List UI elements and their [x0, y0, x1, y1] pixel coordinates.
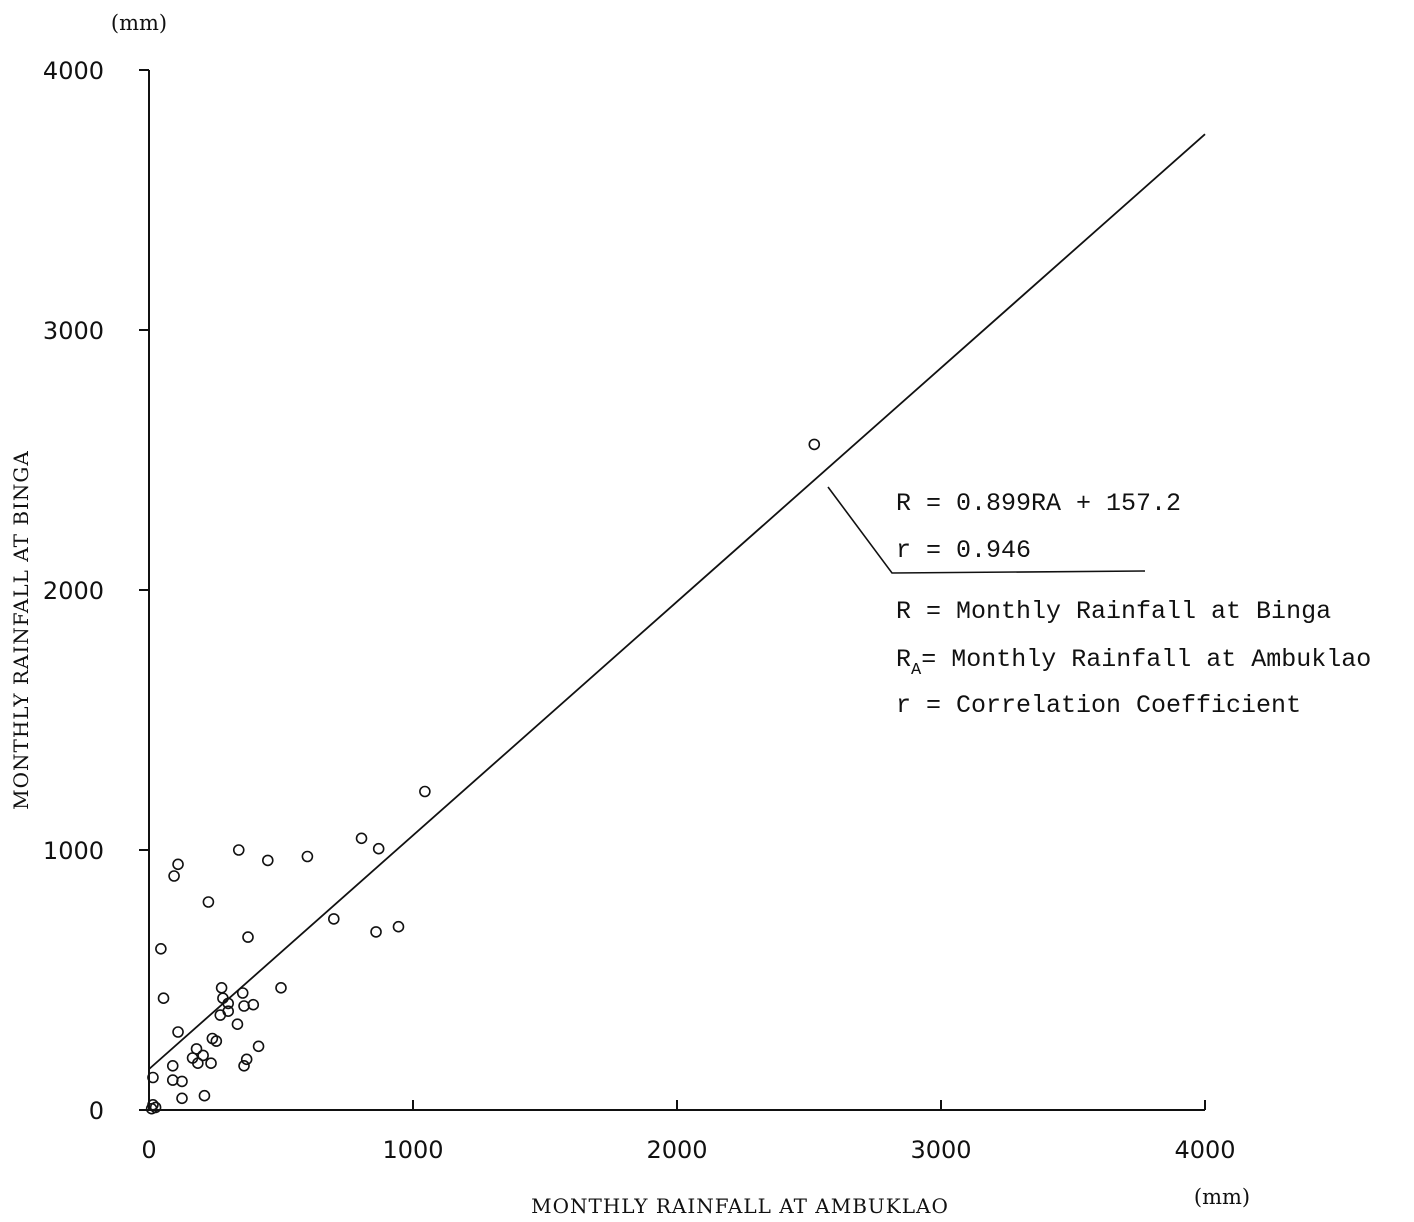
- data-point: [238, 1000, 250, 1012]
- x-tick-label: 1000: [382, 1136, 443, 1164]
- data-point: [168, 870, 180, 882]
- data-point: [166, 1074, 179, 1086]
- data-point: [214, 1009, 227, 1021]
- data-point: [355, 832, 368, 845]
- data-point: [197, 1049, 209, 1062]
- x-unit-label: (mm): [1194, 1185, 1250, 1209]
- y-tick-label: 3000: [43, 317, 104, 345]
- data-point: [252, 1040, 265, 1053]
- data-point: [372, 842, 385, 855]
- y-tick-label: 1000: [43, 837, 104, 865]
- data-point: [247, 998, 260, 1011]
- data-point: [238, 1060, 250, 1072]
- y-axis-title: MONTHLY RAINFALL AT BINGA: [9, 450, 33, 810]
- data-point: [240, 1053, 253, 1066]
- legend-correlation-definition: r = Correlation Coefficient: [896, 691, 1301, 720]
- regression-line: [148, 133, 1206, 1070]
- data-point: [149, 1101, 162, 1114]
- data-point: [236, 987, 249, 999]
- data-point: [147, 1071, 159, 1084]
- data-point: [198, 1089, 211, 1102]
- x-tick-label: 0: [141, 1136, 156, 1164]
- data-point: [392, 920, 405, 933]
- data-point: [172, 858, 184, 871]
- data-point: [172, 1026, 184, 1038]
- x-tick-label: 2000: [646, 1136, 707, 1164]
- x-tick-label: 4000: [1174, 1136, 1235, 1164]
- data-point: [157, 992, 170, 1005]
- plot-marks: 0 1000 2000 3000 4000 0 1000 2000 3000 4000: [43, 57, 1236, 1164]
- legend-ra-subscript: A: [911, 661, 922, 680]
- annotation-leader-line: [827, 486, 1146, 574]
- data-point: [261, 854, 274, 867]
- y-tick-label: 2000: [43, 577, 104, 605]
- x-axis-title: MONTHLY RAINFALL AT AMBUKLAO: [531, 1194, 949, 1218]
- data-point: [176, 1092, 188, 1105]
- data-point: [166, 1060, 179, 1072]
- data-point: [205, 1057, 217, 1069]
- correlation-label: r = 0.946: [896, 536, 1031, 565]
- data-point: [202, 896, 215, 908]
- y-tick-label: 0: [89, 1097, 104, 1125]
- y-tick-label: 4000: [43, 57, 104, 85]
- x-tick-label: 3000: [910, 1136, 971, 1164]
- data-point: [275, 981, 287, 994]
- data-point: [370, 926, 382, 938]
- data-point: [231, 1018, 244, 1030]
- data-point: [192, 1057, 204, 1069]
- legend-r-definition: R = Monthly Rainfall at Binga: [896, 597, 1331, 626]
- data-point: [327, 913, 340, 925]
- data-point: [215, 981, 228, 994]
- data-point: [232, 844, 245, 856]
- data-point: [222, 997, 234, 1010]
- y-unit-label: (mm): [111, 11, 167, 35]
- data-point: [301, 850, 314, 863]
- data-point: [242, 931, 254, 943]
- equation-label: R = 0.899RA + 157.2: [896, 489, 1181, 518]
- data-point: [210, 1035, 223, 1047]
- data-point: [419, 785, 431, 798]
- legend-ra-symbol: R: [896, 645, 911, 674]
- data-point: [176, 1075, 188, 1088]
- data-point: [808, 438, 821, 451]
- legend-ra-definition: RA= Monthly Rainfall at Ambuklao: [896, 645, 1371, 680]
- data-point: [155, 942, 167, 955]
- legend-ra-text: = Monthly Rainfall at Ambuklao: [921, 645, 1371, 674]
